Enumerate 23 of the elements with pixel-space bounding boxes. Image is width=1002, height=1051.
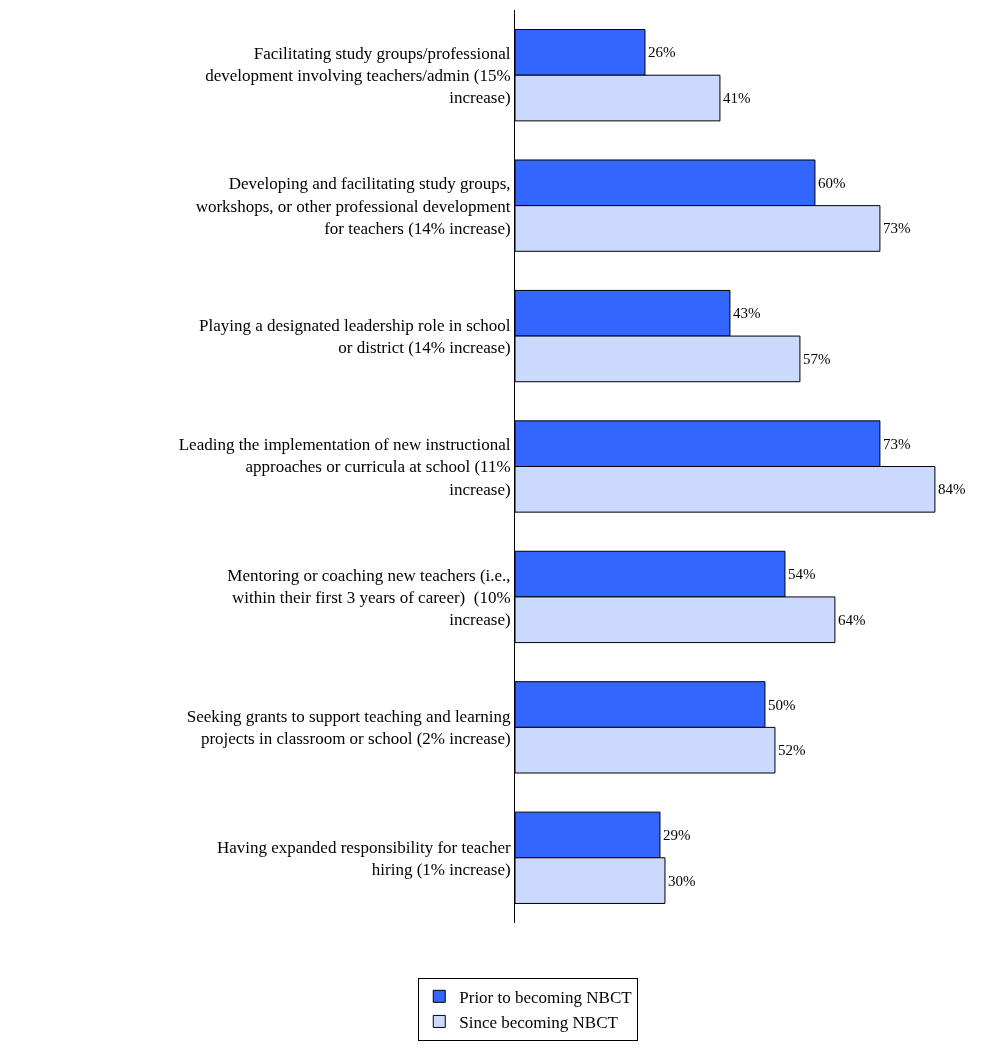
data-label: 41% — [722, 90, 751, 107]
y-tick-label: Leading the implementation of new instructional approaches or curricula at school (11% increase) — [178, 435, 511, 499]
data-label: 50% — [767, 696, 796, 713]
data-label: 43% — [732, 305, 761, 322]
data-label: 54% — [787, 566, 816, 583]
y-tick-label: Facilitating study groups/professional development involving teachers/admin (15% increase) — [205, 44, 511, 108]
y-tick-label: Having expanded responsibility for teacher hiring (1% increase) — [216, 837, 511, 879]
data-label: 29% — [662, 826, 691, 843]
y-tick-label: Playing a designated leadership role in school or district (14% increase) — [199, 315, 511, 358]
data-label: 26% — [647, 44, 676, 61]
data-label: 52% — [777, 742, 806, 759]
legend-label: Since becoming NBCT — [459, 1013, 619, 1033]
y-tick-label: Mentoring or coaching new teachers (i.e., within their first 3 years of career) (10% increase) — [227, 565, 511, 629]
data-label: 64% — [837, 611, 866, 628]
legend-label: Prior to becoming NBCT — [459, 987, 633, 1007]
data-label: 84% — [937, 481, 966, 498]
data-label: 73% — [882, 220, 911, 237]
y-tick-label: Seeking grants to support teaching and learning projects in classroom or school (2% increase) — [186, 707, 512, 749]
data-label: 73% — [882, 435, 911, 452]
data-label: 30% — [667, 872, 696, 889]
data-label: 57% — [802, 350, 831, 367]
data-label: 60% — [817, 174, 846, 191]
y-tick-label: Developing and facilitating study groups, workshops, or other professional development for teachers (14% increase) — [195, 174, 511, 238]
